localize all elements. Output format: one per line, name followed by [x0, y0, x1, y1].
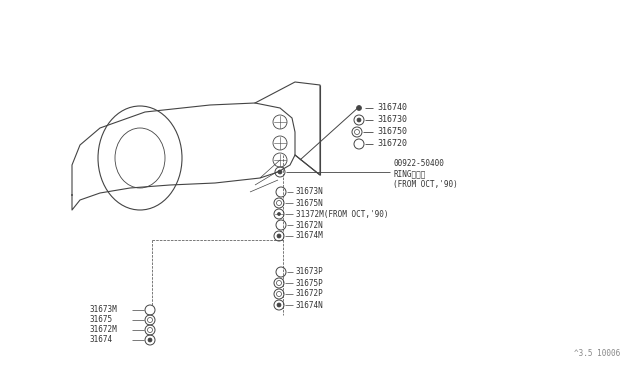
Circle shape	[357, 118, 361, 122]
Text: 31673M: 31673M	[90, 305, 118, 314]
Text: 31673N: 31673N	[296, 187, 324, 196]
Text: 31674M: 31674M	[296, 231, 324, 241]
Text: 31673P: 31673P	[296, 267, 324, 276]
Circle shape	[148, 338, 152, 342]
Circle shape	[278, 170, 282, 174]
Text: ^3.5 10006: ^3.5 10006	[573, 349, 620, 358]
Text: 00922-50400: 00922-50400	[393, 158, 444, 167]
Circle shape	[277, 234, 281, 238]
Text: 31672N: 31672N	[296, 221, 324, 230]
Text: 31675: 31675	[90, 315, 113, 324]
Text: 31674: 31674	[90, 336, 113, 344]
Text: 31372M(FROM OCT,'90): 31372M(FROM OCT,'90)	[296, 209, 388, 218]
Text: 31675P: 31675P	[296, 279, 324, 288]
Text: 316720: 316720	[377, 140, 407, 148]
Circle shape	[356, 106, 362, 110]
Text: 31672P: 31672P	[296, 289, 324, 298]
Text: RINGリング: RINGリング	[393, 170, 426, 179]
Text: (FROM OCT,'90): (FROM OCT,'90)	[393, 180, 458, 189]
Text: 31672M: 31672M	[90, 326, 118, 334]
Text: 316750: 316750	[377, 128, 407, 137]
Circle shape	[278, 212, 280, 215]
Text: 316730: 316730	[377, 115, 407, 125]
Text: 316740: 316740	[377, 103, 407, 112]
Circle shape	[277, 303, 281, 307]
Text: 31675N: 31675N	[296, 199, 324, 208]
Text: 31674N: 31674N	[296, 301, 324, 310]
